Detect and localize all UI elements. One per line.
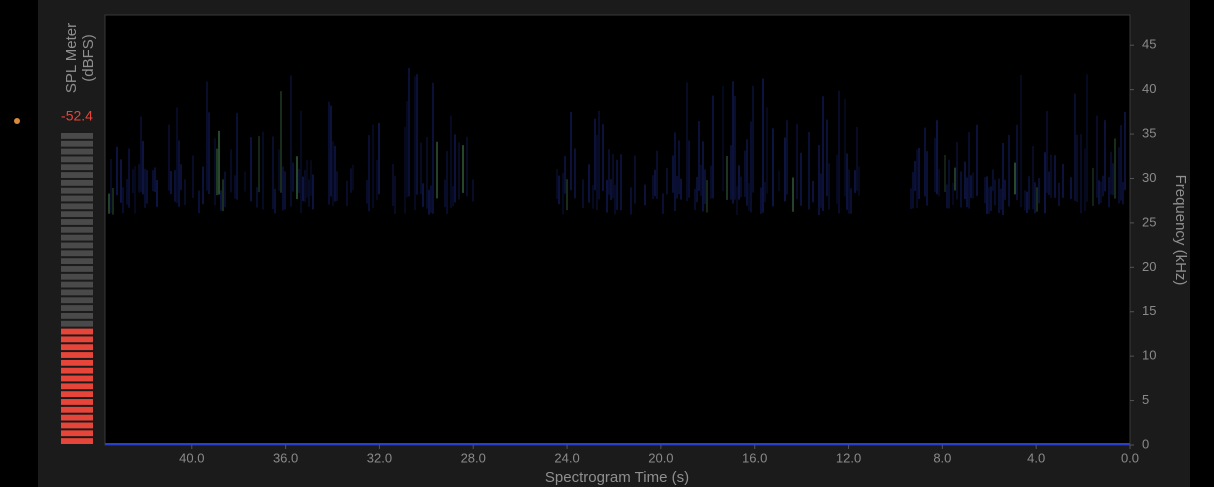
meter-segment [61,179,93,186]
x-tick-label: 16.0 [742,450,767,465]
plot-area [104,14,1131,446]
y-tick-label: 0 [1142,436,1149,451]
meter-segment [61,312,93,319]
meter-segment [61,430,93,437]
meter-segment [61,164,93,171]
meter-segment [61,375,93,382]
meter-segment [61,140,93,147]
meter-segment [61,422,93,429]
meter-segment [61,414,93,421]
meter-segment [61,391,93,398]
x-tick-label: 20.0 [648,450,673,465]
meter-segment [61,203,93,210]
meter-title: (dBFS) [80,34,97,82]
meter-segment [61,352,93,358]
y-axis-label: Frequency (kHz) [1172,175,1189,286]
x-tick-label: 36.0 [273,450,298,465]
meter-segment [61,406,93,413]
meter-segment [61,336,93,343]
x-tick-label: 28.0 [461,450,486,465]
y-tick-label: 15 [1142,303,1156,318]
meter-segment [61,211,93,218]
y-tick-label: 10 [1142,348,1156,363]
meter-segment [61,148,93,155]
meter-segment [61,266,93,272]
x-tick-label: 8.0 [933,450,951,465]
meter-bar [61,133,93,444]
meter-segment [61,320,93,327]
meter-segment [61,344,93,351]
meter-segment [61,156,93,163]
y-tick-label: 30 [1142,170,1156,185]
meter-reading: -52.4 [61,108,93,124]
meter-segment [61,359,93,366]
y-tick-label: 20 [1142,259,1156,274]
y-tick-label: 25 [1142,214,1156,229]
meter-segment [61,195,93,202]
meter-segment [61,367,93,374]
x-tick-label: 12.0 [836,450,861,465]
meter-segment [61,273,93,280]
meter-segment [61,250,93,257]
meter-segment [61,258,93,265]
meter-segment [61,242,93,249]
meter-segment [61,219,93,225]
meter-segment [61,383,93,390]
x-tick-label: 32.0 [367,450,392,465]
x-tick-label: 4.0 [1027,450,1045,465]
y-tick-label: 45 [1142,37,1156,52]
x-tick-label: 40.0 [179,450,204,465]
meter-segment [61,187,93,194]
meter-segment [61,289,93,296]
meter-segment [61,172,93,178]
meter-segment [61,399,93,405]
meter-title: SPL Meter [63,23,80,93]
meter-segment [61,281,93,288]
meter-segment [61,438,93,444]
meter-segment [61,234,93,241]
status-dot [14,118,20,124]
y-tick-label: 5 [1142,392,1149,407]
spectrogram-image [108,67,1126,215]
y-tick-label: 35 [1142,125,1156,140]
x-tick-label: 24.0 [554,450,579,465]
y-tick-label: 40 [1142,81,1156,96]
x-tick-label: 0.0 [1121,450,1139,465]
meter-segment [61,305,93,311]
meter-segment [61,297,93,304]
meter-segment [61,328,93,335]
meter-segment [61,133,93,139]
x-axis-label: Spectrogram Time (s) [545,469,689,486]
meter-segment [61,226,93,233]
